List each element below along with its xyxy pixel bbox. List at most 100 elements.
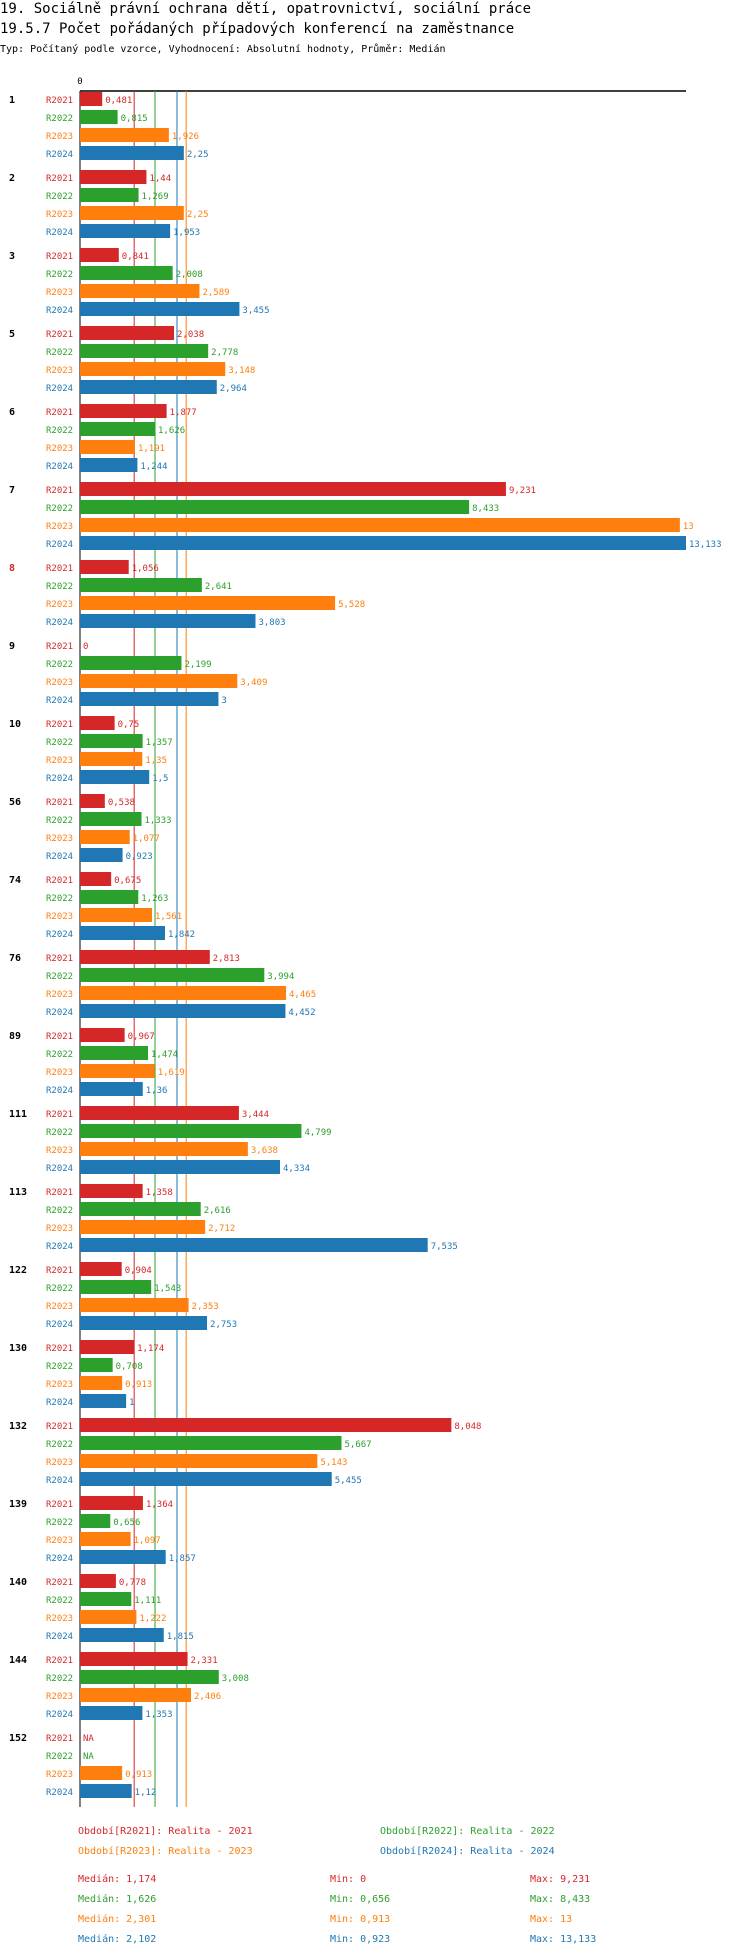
bar-r2022 <box>80 1202 201 1216</box>
stat-max-r2022: Max: 8,433 <box>530 1894 591 1905</box>
stat-median-r2022: Medián: 1,626 <box>78 1894 157 1905</box>
series-row-label: R2022 <box>46 1284 73 1294</box>
group-label: 74 <box>9 875 21 886</box>
value-label: 2,331 <box>191 1656 218 1666</box>
series-row-label: R2024 <box>46 930 73 940</box>
value-label: 2,616 <box>204 1206 231 1216</box>
bar-r2021 <box>80 1496 143 1510</box>
series-row-label: R2024 <box>46 540 73 550</box>
legend-r2024: Období[R2024]: Realita - 2024 <box>380 1846 555 1857</box>
group-label: 144 <box>9 1655 27 1666</box>
series-row-label: R2021 <box>46 1032 73 1042</box>
bar-r2022 <box>80 734 143 748</box>
series-row-label: R2023 <box>46 990 73 1000</box>
bar-r2023 <box>80 128 169 142</box>
group-label: 5 <box>9 329 15 340</box>
value-label: 1,097 <box>134 1536 161 1546</box>
series-row-label: R2021 <box>46 1734 73 1744</box>
series-row-label: R2024 <box>46 1710 73 1720</box>
value-label: 1,877 <box>170 408 197 418</box>
bar-r2022 <box>80 500 470 514</box>
chart-meta: Typ: Počítaný podle vzorce, Vyhodnocení:… <box>0 44 446 55</box>
value-label: 3,803 <box>258 618 285 628</box>
bar-r2023 <box>80 1298 189 1312</box>
group-label: 7 <box>9 485 15 496</box>
series-row-label: R2022 <box>46 426 73 436</box>
series-row-label: R2022 <box>46 192 73 202</box>
series-row-label: R2023 <box>46 210 73 220</box>
series-row-label: R2024 <box>46 1476 73 1486</box>
value-label: 3,008 <box>222 1674 249 1684</box>
bar-r2024 <box>80 848 123 862</box>
group-label: 139 <box>9 1499 27 1510</box>
value-label: 0,75 <box>118 720 140 730</box>
bar-r2021 <box>80 326 175 340</box>
stat-min-r2023: Min: 0,913 <box>330 1914 391 1925</box>
group-label: 152 <box>9 1733 27 1744</box>
series-row-label: R2023 <box>46 1770 73 1780</box>
series-row-label: R2024 <box>46 1632 73 1642</box>
value-label: 0,841 <box>122 252 149 262</box>
series-row-label: R2023 <box>46 756 73 766</box>
series-row-label: R2022 <box>46 270 73 280</box>
bar-r2024 <box>80 692 219 706</box>
bar-r2022 <box>80 1670 219 1684</box>
bar-r2024 <box>80 302 240 316</box>
series-row-label: R2024 <box>46 852 73 862</box>
bar-r2024 <box>80 614 256 628</box>
value-label: 2,641 <box>205 582 232 592</box>
bar-r2024 <box>80 380 217 394</box>
series-row-label: R2021 <box>46 252 73 262</box>
value-label: 13,133 <box>689 540 722 550</box>
value-label: 1,174 <box>137 1344 164 1354</box>
stat-median-r2021: Medián: 1,174 <box>78 1874 157 1885</box>
bar-r2022 <box>80 1046 149 1060</box>
bar-r2024 <box>80 1160 280 1174</box>
bar-r2023 <box>80 830 130 844</box>
bar-r2021 <box>80 872 112 886</box>
stat-min-r2021: Min: 0 <box>330 1874 367 1885</box>
value-label: 0,913 <box>125 1380 152 1390</box>
bar-r2023 <box>80 1532 131 1546</box>
bar-r2023 <box>80 596 336 610</box>
value-label: 1,857 <box>169 1554 196 1564</box>
series-row-label: R2023 <box>46 834 73 844</box>
bar-r2021 <box>80 92 103 106</box>
value-label: 2,712 <box>208 1224 235 1234</box>
bar-r2021 <box>80 1418 452 1432</box>
series-row-label: R2021 <box>46 720 73 730</box>
group-label: 89 <box>9 1031 21 1042</box>
value-label: 4,465 <box>289 990 316 1000</box>
bar-r2022 <box>80 344 209 358</box>
bar-r2021 <box>80 1652 188 1666</box>
series-row-label: R2023 <box>46 1536 73 1546</box>
value-label: 1,353 <box>145 1710 172 1720</box>
series-row-label: R2023 <box>46 1146 73 1156</box>
value-label: 1,269 <box>142 192 169 202</box>
bar-r2022 <box>80 890 139 904</box>
bar-r2023 <box>80 1688 192 1702</box>
bar-r2023 <box>80 362 226 376</box>
series-row-label: R2023 <box>46 132 73 142</box>
series-row-label: R2023 <box>46 366 73 376</box>
bar-r2022 <box>80 1436 342 1450</box>
value-label: 1,12 <box>135 1788 157 1798</box>
series-row-label: R2023 <box>46 1068 73 1078</box>
series-row-label: R2021 <box>46 642 73 652</box>
bar-r2023 <box>80 1376 123 1390</box>
stat-median-r2024: Medián: 2,102 <box>78 1934 157 1945</box>
value-label: 9,231 <box>509 486 536 496</box>
value-label: 2,008 <box>176 270 203 280</box>
bar-r2021 <box>80 716 115 730</box>
series-row-label: R2022 <box>46 738 73 748</box>
value-label: 1,333 <box>145 816 172 826</box>
group-label: 140 <box>9 1577 27 1588</box>
group-label: 1 <box>9 95 15 106</box>
chart-subtitle: 19.5.7 Počet pořádaných případových konf… <box>0 21 515 37</box>
series-row-label: R2021 <box>46 1266 73 1276</box>
series-row-label: R2022 <box>46 348 73 358</box>
series-row-label: R2023 <box>46 1302 73 1312</box>
value-label: 2,038 <box>177 330 204 340</box>
value-label: 0,778 <box>119 1578 146 1588</box>
series-row-label: R2024 <box>46 1320 73 1330</box>
